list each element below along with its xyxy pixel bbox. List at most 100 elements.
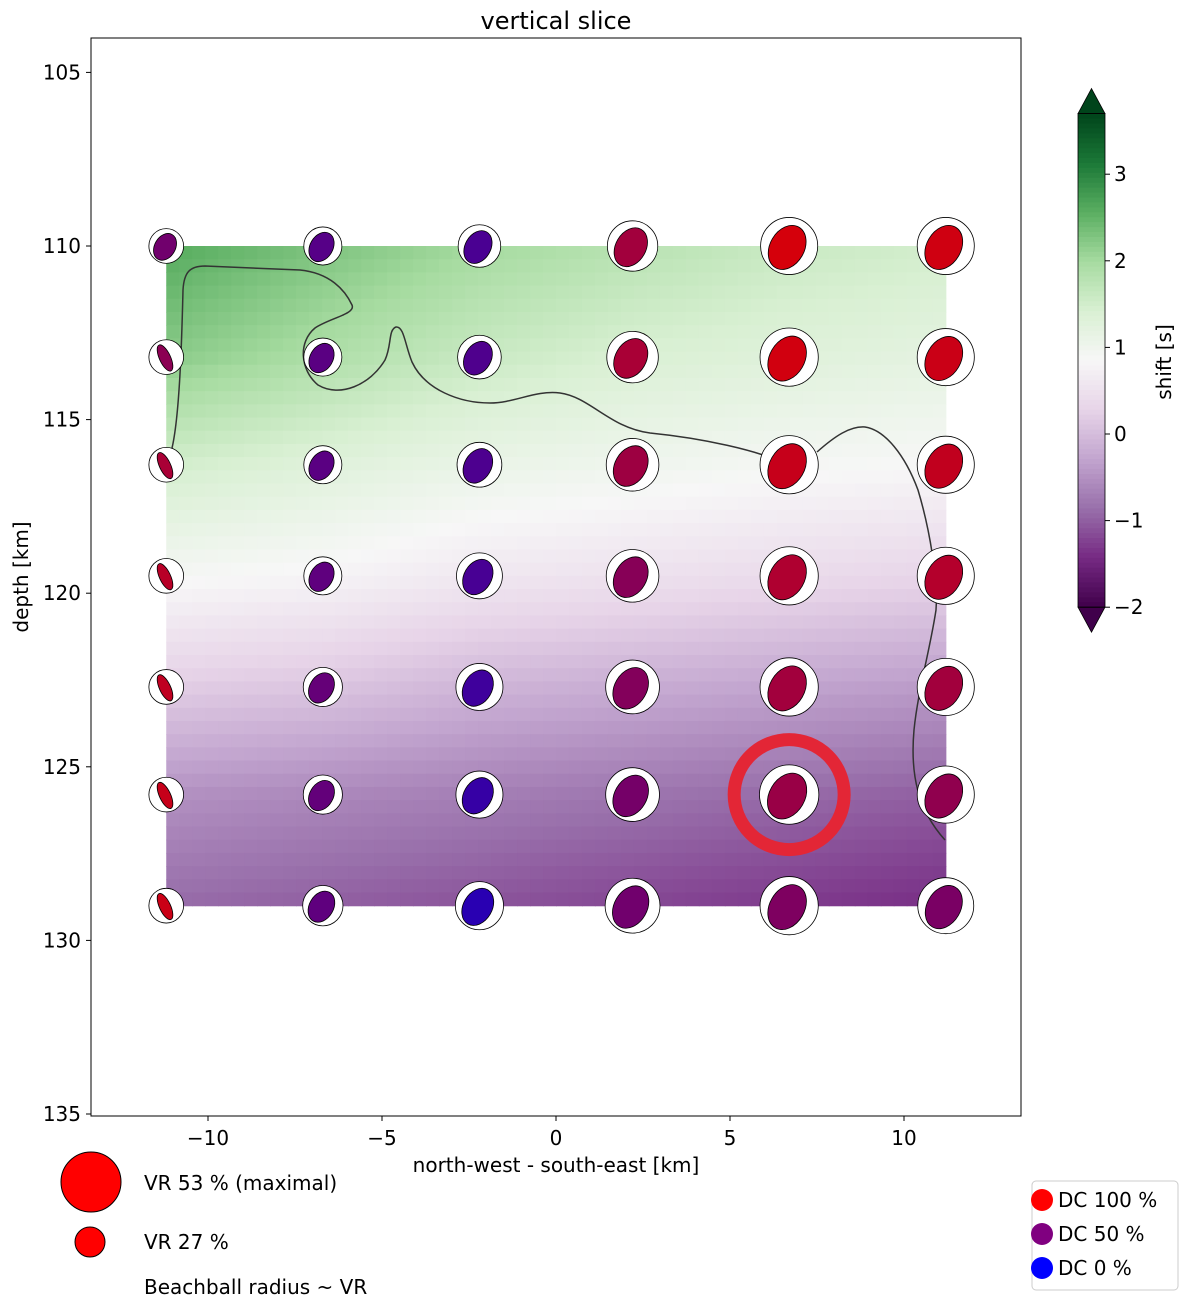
heatmap-cell xyxy=(802,272,817,287)
heatmap-cell xyxy=(543,470,557,485)
heatmap-cell xyxy=(543,417,557,432)
heatmap-cell xyxy=(374,734,388,748)
heatmap-cell xyxy=(672,549,687,564)
heatmap-cell xyxy=(257,470,271,485)
heatmap-cell xyxy=(932,509,947,524)
heatmap-cell xyxy=(776,747,791,762)
heatmap-cell xyxy=(465,285,479,300)
heatmap-cell xyxy=(789,615,804,630)
heatmap-cell xyxy=(685,259,700,273)
heatmap-cell xyxy=(685,879,700,894)
heatmap-cell xyxy=(828,325,843,339)
heatmap-cell xyxy=(893,430,908,445)
heatmap-cell xyxy=(698,602,713,617)
heatmap-cell xyxy=(919,602,934,617)
heatmap-cell xyxy=(568,285,583,300)
heatmap-cell xyxy=(543,311,557,326)
heatmap-cell xyxy=(815,496,830,511)
heatmap-cell xyxy=(179,470,193,485)
heatmap-cell xyxy=(257,655,271,669)
heatmap-cell xyxy=(828,496,843,511)
heatmap-cell xyxy=(685,364,700,379)
heatmap-cell xyxy=(283,892,297,907)
heatmap-cell xyxy=(374,311,388,326)
heatmap-cell xyxy=(906,536,921,551)
heatmap-cell xyxy=(828,839,843,854)
heatmap-cell xyxy=(932,839,947,854)
heatmap-cell xyxy=(387,589,401,603)
heatmap-cell xyxy=(828,298,843,313)
heatmap-cell xyxy=(698,272,713,287)
heatmap-cell xyxy=(283,536,297,551)
heatmap-cell xyxy=(750,509,765,524)
heatmap-cell xyxy=(400,694,414,709)
heatmap-cell xyxy=(828,259,843,273)
heatmap-cell xyxy=(880,800,895,814)
heatmap-cell xyxy=(854,892,869,907)
heatmap-cell xyxy=(841,338,856,353)
heatmap-cell xyxy=(607,839,622,854)
heatmap-cell xyxy=(244,575,258,590)
heatmap-cell xyxy=(906,826,921,841)
heatmap-cell xyxy=(802,707,817,722)
heatmap-cell xyxy=(906,602,921,617)
heatmap-cell xyxy=(672,496,687,511)
heatmap-cell xyxy=(205,325,219,339)
heatmap-cell xyxy=(322,404,336,419)
heatmap-cell xyxy=(244,285,258,300)
heatmap-cell xyxy=(698,747,713,762)
heatmap-cell xyxy=(413,562,427,577)
heatmap-cell xyxy=(737,786,752,801)
heatmap-cell xyxy=(439,325,453,339)
heatmap-cell xyxy=(478,404,492,419)
heatmap-cell xyxy=(426,839,440,854)
heatmap-cell xyxy=(361,470,375,485)
heatmap-cell xyxy=(283,628,297,643)
heatmap-cell xyxy=(361,800,375,814)
heatmap-cell xyxy=(439,892,453,907)
heatmap-cell xyxy=(854,773,869,788)
beachball xyxy=(759,435,819,495)
heatmap-cell xyxy=(374,338,388,353)
heatmap-cell xyxy=(270,259,284,273)
heatmap-cell xyxy=(400,536,414,551)
heatmap-cell xyxy=(763,852,778,867)
heatmap-cell xyxy=(880,866,895,880)
heatmap-cell xyxy=(815,879,830,894)
heatmap-cell xyxy=(543,681,557,696)
heatmap-cell xyxy=(413,628,427,643)
heatmap-cell xyxy=(374,404,388,419)
heatmap-cell xyxy=(179,615,193,630)
beachball-compressional-lobe xyxy=(767,225,807,270)
heatmap-cell xyxy=(205,852,219,867)
heatmap-cell xyxy=(685,839,700,854)
heatmap-cell xyxy=(867,668,882,682)
heatmap-cell xyxy=(581,839,596,854)
heatmap-cell xyxy=(594,285,609,300)
heatmap-cell xyxy=(530,747,544,762)
heatmap-cell xyxy=(815,377,830,392)
heatmap-cell xyxy=(439,707,453,722)
heatmap-cell xyxy=(711,800,726,814)
heatmap-cell xyxy=(335,839,349,854)
heatmap-cell xyxy=(685,800,700,814)
heatmap-cell xyxy=(724,246,739,260)
heatmap-cell xyxy=(179,720,193,735)
heatmap-cell xyxy=(906,892,921,907)
heatmap-cell xyxy=(218,272,232,287)
heatmap-cell xyxy=(504,800,518,814)
heatmap-cell xyxy=(581,483,596,498)
colorbar-segment xyxy=(1078,360,1105,366)
heatmap-cell xyxy=(880,417,895,432)
heatmap-cell xyxy=(205,443,219,458)
beachball-compressional-lobe xyxy=(767,665,807,712)
heatmap-cell xyxy=(270,773,284,788)
heatmap-cell xyxy=(400,641,414,656)
heatmap-cell xyxy=(841,311,856,326)
heatmap-cell xyxy=(192,364,206,379)
heatmap-cell xyxy=(724,272,739,287)
beachball xyxy=(457,334,502,380)
heatmap-cell xyxy=(633,628,648,643)
heatmap-cell xyxy=(815,457,830,471)
heatmap-cell xyxy=(387,470,401,485)
